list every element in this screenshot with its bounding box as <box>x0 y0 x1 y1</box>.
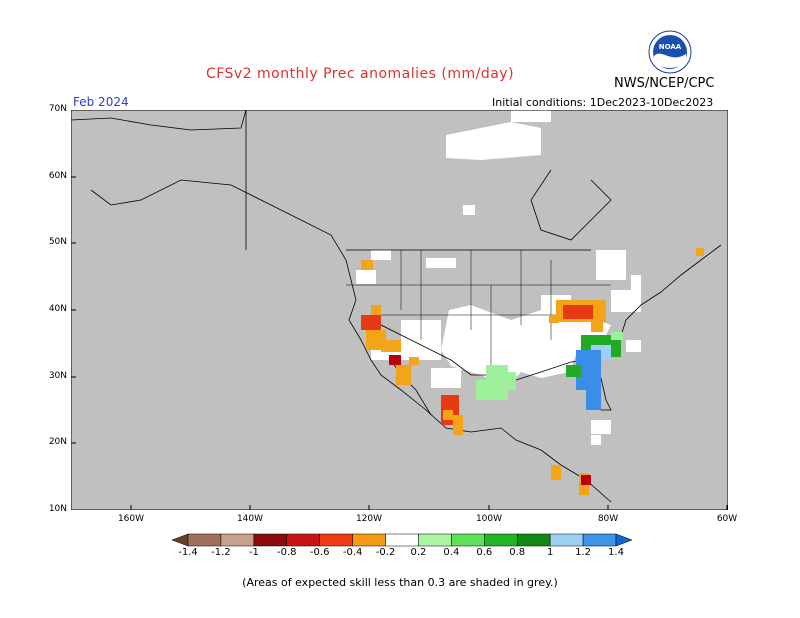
colorbar-label: 1.4 <box>608 547 624 558</box>
colorbar-swatch <box>172 533 189 547</box>
colorbar-label: 1.2 <box>575 547 592 558</box>
colorbar-swatch <box>286 533 320 547</box>
colorbar-swatch <box>385 533 419 547</box>
colorbar-label: -1.2 <box>211 547 231 558</box>
colorbar-swatch <box>319 533 353 547</box>
lon-label: 160W <box>117 514 145 524</box>
lat-label: 10N <box>48 504 67 514</box>
colorbar-label: -0.6 <box>309 547 330 558</box>
colorbar-swatch <box>220 533 255 547</box>
colorbar-label: 0.2 <box>410 547 427 558</box>
wet-anomalies <box>476 332 623 410</box>
lon-ticks <box>130 505 728 510</box>
noaa-logo: NOAA <box>648 30 692 74</box>
colorbar-label: 0.4 <box>443 547 460 558</box>
dry-anomalies <box>361 248 704 495</box>
colorbar-label: 1 <box>546 547 554 558</box>
colorbar-label: -1 <box>248 547 259 558</box>
lon-label: 60W <box>716 514 738 524</box>
lon-label: 100W <box>475 514 503 524</box>
colorbar-swatch <box>484 533 518 547</box>
lat-ticks <box>71 110 76 510</box>
precip-anomaly-map <box>71 110 728 510</box>
colorbar-label: 0.6 <box>476 547 493 558</box>
colorbar-label: -1.4 <box>178 547 198 558</box>
lon-label: 140W <box>236 514 264 524</box>
colorbar-swatch <box>582 533 617 547</box>
colorbar-label: -0.2 <box>375 547 396 558</box>
skill-note: (Areas of expected skill less than 0.3 a… <box>242 576 558 589</box>
colorbar-swatch <box>516 533 551 547</box>
colorbar-swatch <box>352 533 386 547</box>
lat-label: 40N <box>48 304 67 314</box>
colorbar-swatch <box>418 533 452 547</box>
colorbar-swatch <box>253 533 288 547</box>
lon-label: 120W <box>355 514 383 524</box>
colorbar-label: 0.8 <box>509 547 526 558</box>
lon-label: 80W <box>597 514 619 524</box>
colorbar-swatch <box>549 533 584 547</box>
lat-label: 60N <box>48 171 67 181</box>
map-title: CFSv2 monthly Prec anomalies (mm/day) <box>205 66 515 82</box>
colorbar-swatch <box>187 533 222 547</box>
colorbar <box>172 533 632 547</box>
initial-conditions: Initial conditions: 1Dec2023-10Dec2023 <box>492 96 714 109</box>
forecast-month: Feb 2024 <box>73 95 129 109</box>
colorbar-label: -0.8 <box>277 547 297 558</box>
colorbar-swatch <box>451 533 485 547</box>
logo-text: NOAA <box>659 43 682 51</box>
colorbar-swatch <box>615 533 632 547</box>
lat-label: 30N <box>48 371 67 381</box>
agency-label: NWS/NCEP/CPC <box>614 76 715 91</box>
lat-label: 50N <box>48 237 67 247</box>
neutral-regions <box>356 110 641 445</box>
lat-label: 20N <box>48 437 67 447</box>
lat-label: 70N <box>48 104 67 114</box>
colorbar-label: -0.4 <box>342 547 363 558</box>
